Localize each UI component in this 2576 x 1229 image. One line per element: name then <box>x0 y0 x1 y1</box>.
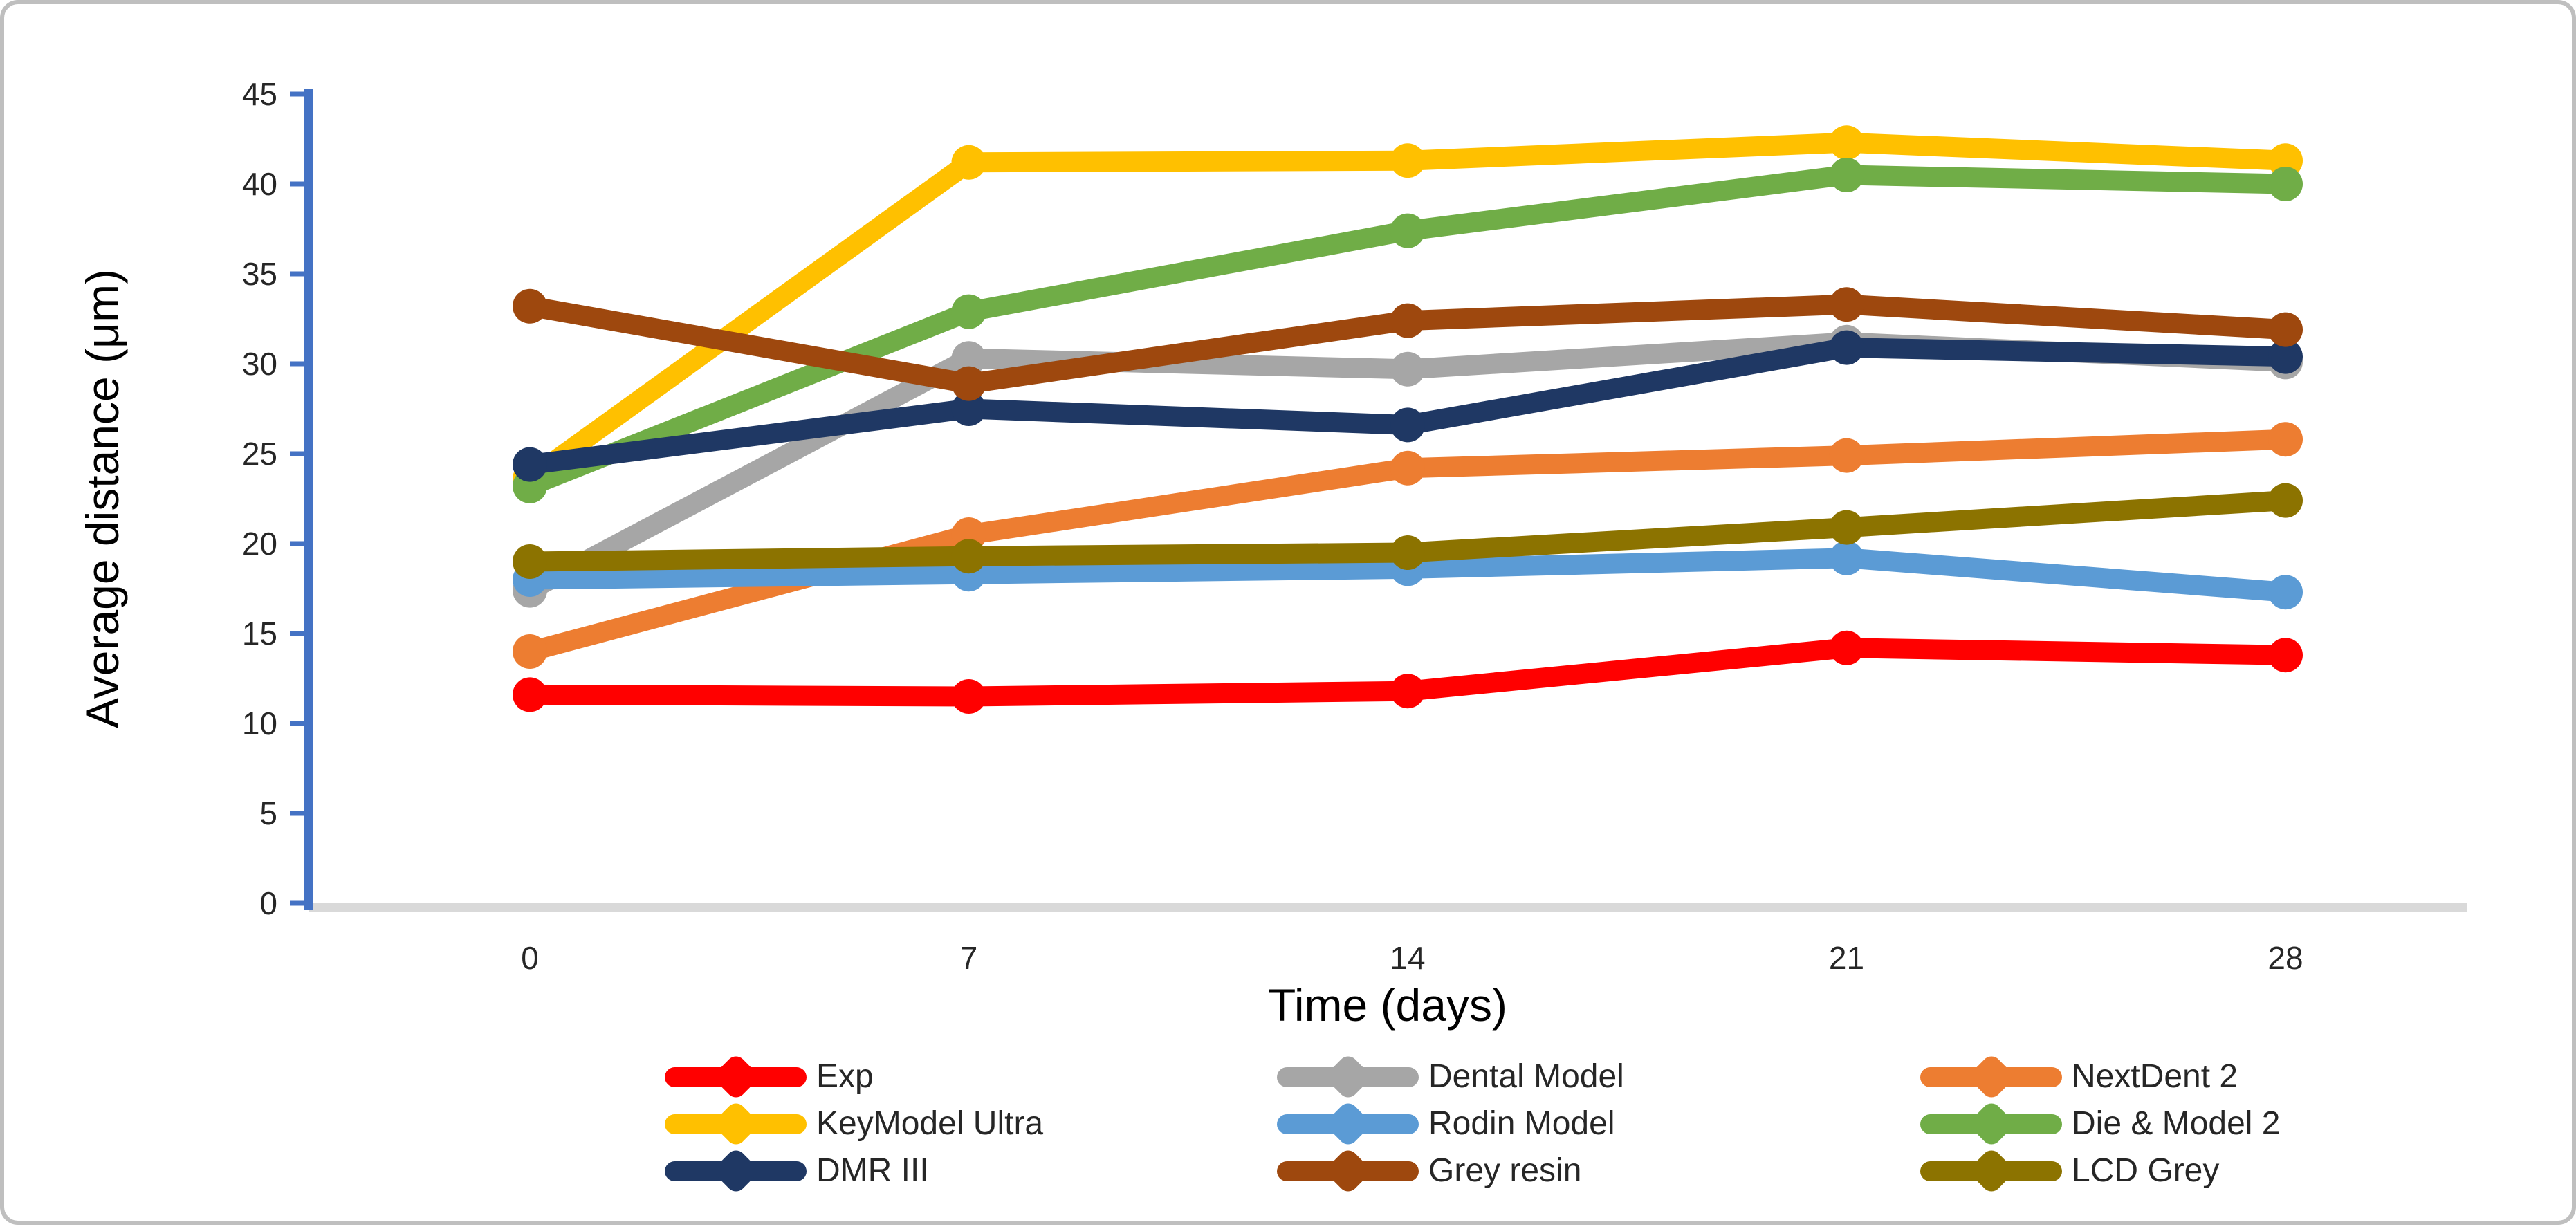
series-marker-lcd-grey <box>1390 535 1425 570</box>
legend-label: Dental Model <box>1428 1058 1624 1095</box>
series-marker-die-&-model-2 <box>1829 158 1864 192</box>
series-marker-keymodel-ultra <box>1390 143 1425 178</box>
series-marker-dmr-iii <box>513 447 547 482</box>
y-tick-label: 30 <box>242 346 277 382</box>
series-marker-keymodel-ultra <box>1829 125 1864 160</box>
legend-label: KeyModel Ultra <box>816 1105 1044 1142</box>
series-marker-nextdent-2 <box>1390 450 1425 486</box>
legend-item-grey-resin: Grey resin <box>1277 1146 1582 1196</box>
y-tick-label: 45 <box>242 76 277 112</box>
legend-item-nextdent-2: NextDent 2 <box>1920 1052 2238 1102</box>
y-tick-label: 40 <box>242 166 277 202</box>
legend-line-swatch <box>1920 1099 2062 1149</box>
legend-item-die-&-model-2: Die & Model 2 <box>1920 1099 2281 1149</box>
legend-line-swatch <box>665 1146 807 1196</box>
y-tick-label: 20 <box>242 526 277 562</box>
legend-label: NextDent 2 <box>2072 1058 2238 1095</box>
series-marker-lcd-grey <box>951 539 986 574</box>
x-tick-label: 21 <box>1829 940 1864 976</box>
series-marker-exp <box>513 677 547 712</box>
legend-line-swatch <box>1920 1052 2062 1102</box>
legend-item-lcd-grey: LCD Grey <box>1920 1146 2220 1196</box>
legend-marker-icon <box>1323 1099 1372 1149</box>
legend-item-rodin-model: Rodin Model <box>1277 1099 1615 1149</box>
legend-label: Die & Model 2 <box>2072 1105 2281 1142</box>
series-marker-nextdent-2 <box>2268 422 2303 457</box>
series-marker-grey-resin <box>951 366 986 401</box>
series-marker-dmr-iii <box>951 391 986 426</box>
series-marker-dmr-iii <box>1390 407 1425 443</box>
y-tick-label: 5 <box>259 795 277 831</box>
series-marker-die-&-model-2 <box>2268 167 2303 201</box>
series-marker-die-&-model-2 <box>951 294 986 329</box>
legend-label: DMR III <box>816 1152 929 1189</box>
x-axis-title: Time (days) <box>1268 979 1507 1031</box>
series-marker-dental-model <box>1390 351 1425 387</box>
legend-line-swatch <box>665 1099 807 1149</box>
series-marker-exp <box>951 679 986 714</box>
legend-marker-icon <box>711 1099 760 1149</box>
chart-legend: Exp Dental Model NextDent 2 KeyModel Ultra R… <box>665 1052 2463 1199</box>
series-marker-grey-resin <box>1829 287 1864 322</box>
legend-item-dental-model: Dental Model <box>1277 1052 1624 1102</box>
series-marker-lcd-grey <box>513 544 547 579</box>
series-marker-grey-resin <box>513 288 547 324</box>
legend-marker-icon <box>1967 1146 2016 1196</box>
legend-item-exp: Exp <box>665 1052 874 1102</box>
series-marker-exp <box>1829 630 1864 665</box>
x-tick-label: 14 <box>1390 940 1425 976</box>
series-marker-lcd-grey <box>1829 510 1864 545</box>
legend-label: LCD Grey <box>2072 1152 2220 1189</box>
legend-line-swatch <box>1277 1052 1419 1102</box>
legend-marker-icon <box>711 1146 760 1196</box>
legend-marker-icon <box>1323 1146 1372 1196</box>
series-marker-keymodel-ultra <box>951 145 986 180</box>
legend-line-swatch <box>665 1052 807 1102</box>
y-tick-label: 0 <box>259 885 277 921</box>
series-marker-dental-model <box>951 341 986 376</box>
line-chart: 0 5 10 15 20 25 30 35 40 45 0 7 14 21 28 Time (days) Ave… <box>77 76 2467 1031</box>
series-marker-rodin-model <box>2268 575 2303 610</box>
legend-label: Rodin Model <box>1428 1105 1615 1142</box>
series-marker-grey-resin <box>1390 303 1425 338</box>
series-marker-exp <box>2268 638 2303 673</box>
series-marker-dmr-iii <box>2268 339 2303 374</box>
series-marker-die-&-model-2 <box>1390 213 1425 248</box>
y-axis-title: Average distance (μm) <box>77 269 128 728</box>
legend-label: Grey resin <box>1428 1152 1582 1189</box>
x-tick-label: 0 <box>521 940 539 976</box>
y-tick-label: 35 <box>242 256 277 292</box>
series-marker-nextdent-2 <box>513 634 547 669</box>
y-tick-label: 10 <box>242 705 277 741</box>
x-tick-label: 28 <box>2267 940 2303 976</box>
legend-label: Exp <box>816 1058 874 1095</box>
legend-line-swatch <box>1277 1146 1419 1196</box>
series-marker-dmr-iii <box>1829 330 1864 365</box>
legend-marker-icon <box>1967 1052 2016 1102</box>
series-marker-nextdent-2 <box>1829 438 1864 473</box>
legend-marker-icon <box>1967 1099 2016 1149</box>
series-marker-rodin-model <box>1829 540 1864 575</box>
x-tick-label: 7 <box>960 940 978 976</box>
y-tick-label: 25 <box>242 436 277 472</box>
legend-item-keymodel-ultra: KeyModel Ultra <box>665 1099 1044 1149</box>
legend-line-swatch <box>1277 1099 1419 1149</box>
legend-line-swatch <box>1920 1146 2062 1196</box>
series-marker-grey-resin <box>2268 312 2303 347</box>
legend-marker-icon <box>711 1052 760 1102</box>
series-marker-exp <box>1390 674 1425 709</box>
y-tick-label: 15 <box>242 616 277 652</box>
series-marker-lcd-grey <box>2268 483 2303 518</box>
legend-item-dmr-iii: DMR III <box>665 1146 929 1196</box>
legend-marker-icon <box>1323 1052 1372 1102</box>
